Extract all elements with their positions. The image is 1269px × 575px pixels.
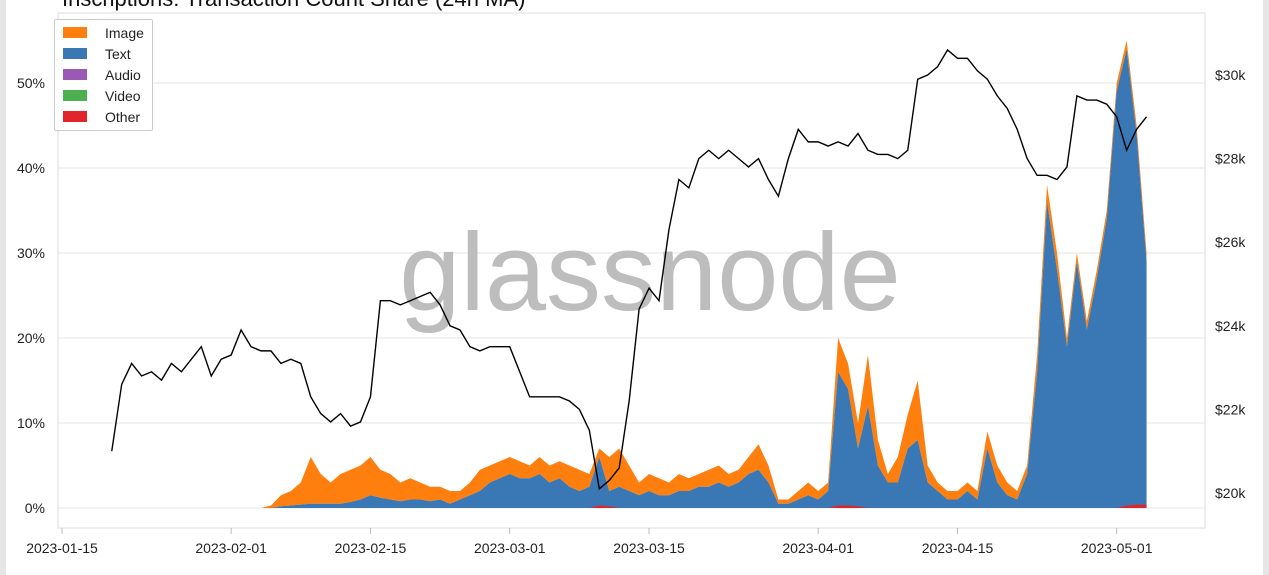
y-left-tick-label: 0% bbox=[25, 500, 45, 516]
x-tick-label: 2023-01-15 bbox=[26, 540, 98, 556]
y-right-tick-label: $26k bbox=[1215, 234, 1246, 250]
legend-swatch bbox=[63, 69, 87, 80]
y-left-tick-label: 10% bbox=[17, 415, 45, 431]
y-right-tick-label: $28k bbox=[1215, 151, 1246, 167]
plot-area bbox=[57, 12, 1206, 529]
legend-item-video: Video bbox=[63, 85, 144, 106]
legend-label: Image bbox=[105, 24, 144, 41]
y-right-tick-label: $30k bbox=[1215, 67, 1246, 83]
x-tick-label: 2023-02-15 bbox=[335, 540, 407, 556]
legend-swatch bbox=[63, 27, 87, 38]
legend-item-audio: Audio bbox=[63, 64, 144, 85]
y-left-tick-label: 40% bbox=[17, 160, 45, 176]
legend-label: Other bbox=[105, 108, 141, 125]
legend-swatch bbox=[63, 111, 87, 122]
y-right-tick-label: $22k bbox=[1215, 401, 1246, 417]
legend-item-text: Text bbox=[63, 43, 144, 64]
legend-swatch bbox=[63, 48, 87, 59]
y-right-tick-label: $20k bbox=[1215, 485, 1246, 501]
legend-label: Audio bbox=[105, 66, 141, 83]
x-tick-label: 2023-04-15 bbox=[922, 540, 994, 556]
price-line bbox=[111, 48, 1148, 491]
x-tick-label: 2023-03-01 bbox=[474, 540, 546, 556]
legend-swatch bbox=[63, 90, 87, 101]
x-tick-label: 2023-04-01 bbox=[782, 540, 854, 556]
y-left-tick-label: 30% bbox=[17, 245, 45, 261]
legend-label: Text bbox=[105, 45, 131, 62]
watermark: glassnode bbox=[399, 211, 901, 334]
y-left-tick-label: 20% bbox=[17, 330, 45, 346]
legend-item-other: Other bbox=[63, 106, 144, 127]
x-tick-label: 2023-05-01 bbox=[1081, 540, 1153, 556]
chart-title: Inscriptions: Transaction Count Share (2… bbox=[62, 0, 525, 12]
y-left-tick-label: 50% bbox=[17, 75, 45, 91]
legend: Image Text Audio Video Other bbox=[54, 19, 153, 131]
legend-item-image: Image bbox=[63, 22, 144, 43]
y-right-tick-label: $24k bbox=[1215, 318, 1246, 334]
legend-label: Video bbox=[105, 87, 141, 104]
area-text bbox=[261, 49, 1147, 508]
x-tick-label: 2023-03-15 bbox=[613, 540, 685, 556]
x-tick-label: 2023-02-01 bbox=[195, 540, 267, 556]
